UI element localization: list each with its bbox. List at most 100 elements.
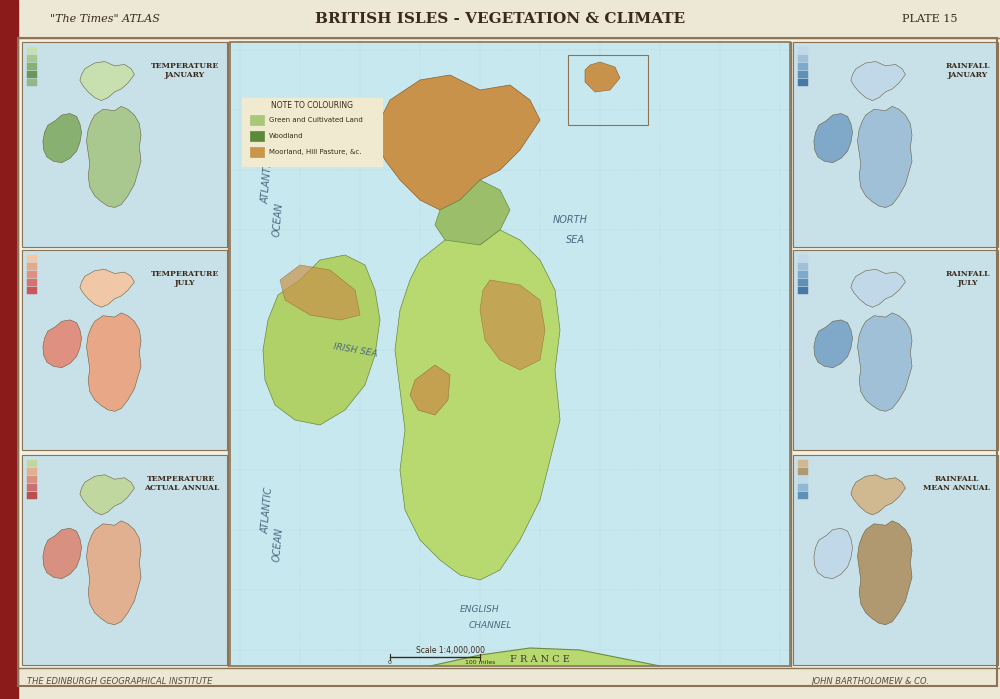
Text: RAINFALL
JULY: RAINFALL JULY (946, 270, 990, 287)
Bar (798, 476, 808, 483)
Text: TEMPERATURE
JULY: TEMPERATURE JULY (151, 270, 219, 287)
Text: NOTE TO COLOURING: NOTE TO COLOURING (271, 101, 353, 110)
Polygon shape (395, 230, 560, 580)
Bar (250, 147, 264, 157)
Bar (27, 47, 37, 54)
Polygon shape (375, 75, 540, 210)
Bar (27, 271, 37, 278)
Bar (27, 492, 37, 499)
Text: 100 miles: 100 miles (465, 659, 495, 665)
Polygon shape (851, 62, 905, 101)
Bar (798, 484, 808, 491)
Bar (798, 263, 808, 270)
Bar (22, 42, 227, 247)
Bar (568, 55, 648, 125)
Bar (22, 455, 227, 665)
Text: F R A N C E: F R A N C E (510, 656, 570, 665)
Bar (27, 255, 37, 262)
Polygon shape (43, 528, 82, 579)
Polygon shape (814, 320, 853, 368)
Polygon shape (858, 521, 912, 625)
Bar (798, 255, 808, 262)
Text: CHANNEL: CHANNEL (468, 621, 512, 630)
Polygon shape (87, 521, 141, 625)
Text: ATLANTIC: ATLANTIC (261, 487, 275, 534)
Text: Woodland: Woodland (269, 133, 304, 139)
Bar (27, 460, 37, 467)
Bar (18, 668, 1000, 699)
Polygon shape (43, 113, 82, 163)
Bar (793, 250, 998, 450)
Bar (250, 131, 264, 141)
Bar (18, 0, 1000, 38)
Text: TEMPERATURE
ACTUAL ANNUAL: TEMPERATURE ACTUAL ANNUAL (144, 475, 219, 492)
Polygon shape (851, 475, 905, 515)
Bar (798, 460, 808, 467)
Text: RAINFALL
JANUARY: RAINFALL JANUARY (946, 62, 990, 79)
Polygon shape (80, 475, 134, 515)
Text: IRISH SEA: IRISH SEA (332, 342, 378, 359)
Text: "The Times" ATLAS: "The Times" ATLAS (50, 14, 160, 24)
Bar (798, 63, 808, 70)
Bar (27, 484, 37, 491)
Bar (22, 42, 227, 247)
Text: Green and Cultivated Land: Green and Cultivated Land (269, 117, 363, 123)
Polygon shape (43, 320, 82, 368)
Polygon shape (280, 265, 360, 320)
Bar (27, 79, 37, 86)
Bar (0, 0, 18, 699)
Text: OCEAN: OCEAN (272, 528, 284, 563)
Bar (798, 271, 808, 278)
Bar (250, 115, 264, 125)
Text: BRITISH ISLES - VEGETATION & CLIMATE: BRITISH ISLES - VEGETATION & CLIMATE (315, 12, 685, 26)
Text: PLATE 15: PLATE 15 (902, 14, 958, 24)
Text: 0: 0 (388, 659, 392, 665)
Text: THE EDINBURGH GEOGRAPHICAL INSTITUTE: THE EDINBURGH GEOGRAPHICAL INSTITUTE (27, 677, 213, 686)
Text: OCEAN: OCEAN (272, 203, 284, 238)
Bar (27, 263, 37, 270)
Polygon shape (858, 106, 912, 208)
Bar (242, 98, 382, 166)
Bar (798, 287, 808, 294)
Bar (230, 42, 790, 666)
Bar (568, 55, 648, 125)
Bar (27, 468, 37, 475)
Bar (27, 476, 37, 483)
Polygon shape (263, 255, 380, 425)
Bar (798, 71, 808, 78)
Text: RAINFALL
MEAN ANNUAL: RAINFALL MEAN ANNUAL (923, 475, 990, 492)
Bar (22, 455, 227, 665)
Bar (27, 55, 37, 62)
Text: ENGLISH: ENGLISH (460, 605, 500, 614)
Bar (798, 492, 808, 499)
Text: SEA: SEA (566, 235, 584, 245)
Bar (798, 47, 808, 54)
Polygon shape (480, 280, 545, 370)
Polygon shape (814, 113, 853, 163)
Polygon shape (80, 62, 134, 101)
Text: Moorland, Hill Pasture, &c.: Moorland, Hill Pasture, &c. (269, 149, 362, 155)
Bar (22, 250, 227, 450)
Bar (793, 42, 998, 247)
Bar (27, 71, 37, 78)
Polygon shape (430, 648, 660, 666)
Text: ATLANTIC: ATLANTIC (261, 157, 275, 203)
Text: NORTH: NORTH (552, 215, 588, 225)
Polygon shape (851, 269, 905, 308)
Bar (27, 63, 37, 70)
Polygon shape (87, 106, 141, 208)
Text: Scale 1:4,000,000: Scale 1:4,000,000 (416, 645, 484, 654)
Text: TEMPERATURE
JANUARY: TEMPERATURE JANUARY (151, 62, 219, 79)
Polygon shape (435, 180, 510, 250)
Bar (793, 455, 998, 665)
Bar (27, 287, 37, 294)
Polygon shape (858, 313, 912, 411)
Bar (793, 42, 998, 247)
Bar (27, 279, 37, 286)
Bar (798, 468, 808, 475)
Bar (793, 455, 998, 665)
Polygon shape (87, 313, 141, 411)
Polygon shape (410, 365, 450, 415)
Bar (230, 42, 790, 666)
Bar (22, 250, 227, 450)
